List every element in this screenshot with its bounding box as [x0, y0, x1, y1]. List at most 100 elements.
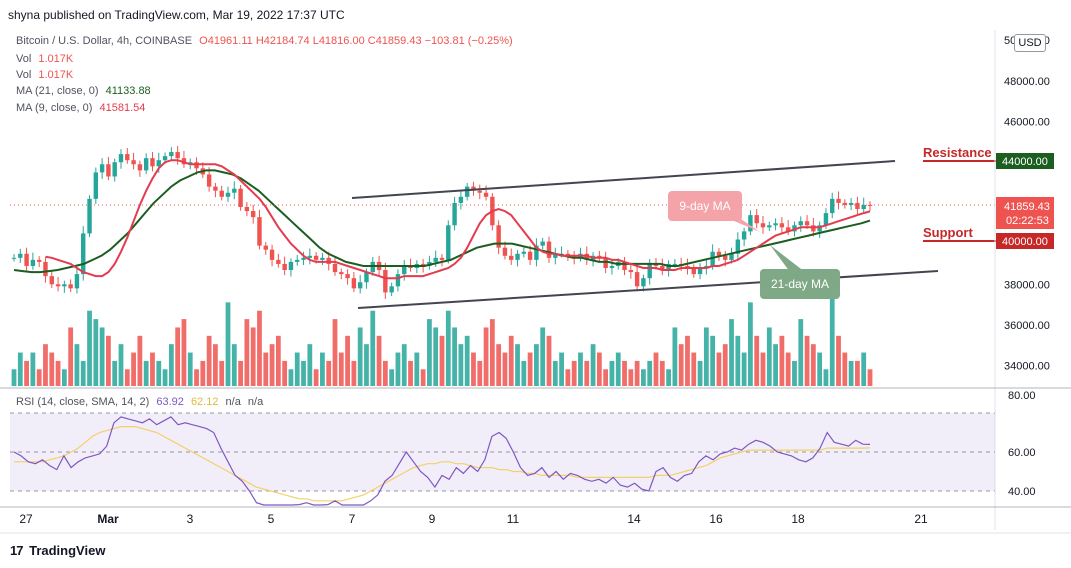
candle: [578, 247, 583, 262]
volume-bar: [836, 335, 841, 386]
volume-bar: [647, 360, 653, 386]
last-price-tag: 41859.43 02:22:53: [996, 197, 1054, 229]
candle: [427, 255, 432, 270]
candle: [143, 153, 149, 175]
candle: [307, 248, 313, 265]
volume-bar: [439, 335, 445, 386]
volume-bar: [754, 335, 760, 386]
volume-bar: [666, 369, 671, 386]
currency-button[interactable]: USD: [1014, 34, 1046, 52]
candle: [276, 253, 281, 268]
ma21-legend: MA (21, close, 0) 41133.88: [16, 85, 151, 97]
tradingview-footer: 17 TradingView: [10, 543, 105, 558]
volume-bar: [829, 294, 835, 386]
candle: [257, 209, 262, 250]
candle: [11, 254, 17, 262]
candle: [785, 220, 791, 236]
time-axis[interactable]: 27 Mar 3 5 7 9 11 14 16 18 21: [19, 512, 928, 526]
candle: [383, 262, 388, 299]
time-tick-label: 21: [914, 512, 928, 526]
volume-bar: [313, 369, 319, 386]
volume-bar: [521, 360, 527, 386]
candle: [439, 254, 445, 267]
candle: [767, 221, 772, 231]
tradingview-brand: TradingView: [29, 543, 106, 558]
candle: [169, 147, 174, 162]
rsi-na: n/a: [225, 396, 241, 408]
volume-bar: [508, 335, 514, 386]
candle: [339, 268, 344, 280]
volume-bar: [603, 369, 609, 386]
rsi-label: RSI (14, close, SMA, 14, 2): [16, 396, 150, 408]
volume-bar: [131, 352, 136, 386]
volume-bar: [30, 352, 36, 386]
volume-bar: [779, 335, 785, 386]
vol-legend-1: Vol 1.017K: [16, 53, 73, 65]
support-label: Support: [923, 225, 973, 240]
volume-bar: [156, 360, 162, 386]
volume-bar: [546, 335, 552, 386]
candle: [628, 263, 634, 279]
candle: [225, 186, 231, 202]
volume-bar: [848, 360, 854, 386]
candle: [697, 263, 703, 280]
rsi-legend: RSI (14, close, SMA, 14, 2) 63.92 62.12 …: [16, 396, 263, 408]
volume-bar: [552, 360, 558, 386]
volume-bar: [785, 352, 791, 386]
candle: [131, 152, 136, 170]
ma21-value: 41133.88: [105, 85, 151, 97]
price-tick-label: 34000.00: [1004, 361, 1050, 373]
volume-bar: [685, 335, 690, 386]
candle: [458, 189, 464, 210]
volume-bar: [867, 369, 873, 386]
vol-value: 1.017K: [38, 69, 74, 81]
candle: [301, 251, 306, 265]
volume-bar: [628, 369, 634, 386]
volume-bar: [584, 360, 590, 386]
candle: [546, 236, 552, 263]
vol-legend-2: Vol 1.017K: [16, 69, 73, 81]
candle: [483, 185, 489, 201]
volume-bar: [87, 310, 92, 386]
volume-bar: [855, 360, 860, 386]
resistance-label: Resistance: [923, 145, 992, 160]
candle: [660, 258, 665, 276]
candle: [106, 156, 111, 181]
ma21-line: [13, 169, 871, 274]
volume-bar: [288, 369, 294, 386]
volume-bar: [74, 344, 80, 386]
candle: [175, 145, 180, 165]
candle: [93, 167, 99, 204]
candle: [18, 248, 23, 263]
candle: [464, 182, 470, 201]
time-tick-label: 11: [507, 512, 520, 526]
volume-bar: [703, 327, 709, 386]
candle: [357, 274, 363, 294]
volume-bar: [175, 327, 181, 386]
volume-bar: [168, 344, 174, 386]
candle: [288, 258, 294, 277]
volume-bar: [200, 360, 206, 386]
candle: [691, 264, 696, 278]
ma9-legend: MA (9, close, 0) 41581.54: [16, 102, 145, 114]
volume-bar: [43, 344, 48, 386]
candle: [232, 181, 237, 200]
candle: [641, 274, 646, 292]
candle: [395, 269, 401, 292]
volume-bar: [527, 352, 533, 386]
volume-bar: [257, 310, 262, 386]
candle: [817, 221, 822, 238]
time-tick-label: 16: [709, 512, 723, 526]
volume-bar: [80, 360, 86, 386]
volume-bar: [206, 335, 212, 386]
candle: [798, 216, 803, 232]
candle: [848, 198, 854, 211]
candle: [99, 158, 105, 179]
resistance-marker: Resistance: [923, 145, 997, 162]
volume-bar: [307, 344, 313, 386]
volume-bar: [842, 352, 848, 386]
candle: [716, 248, 722, 261]
volume-bar: [571, 360, 577, 386]
volume-bar: [810, 344, 816, 386]
